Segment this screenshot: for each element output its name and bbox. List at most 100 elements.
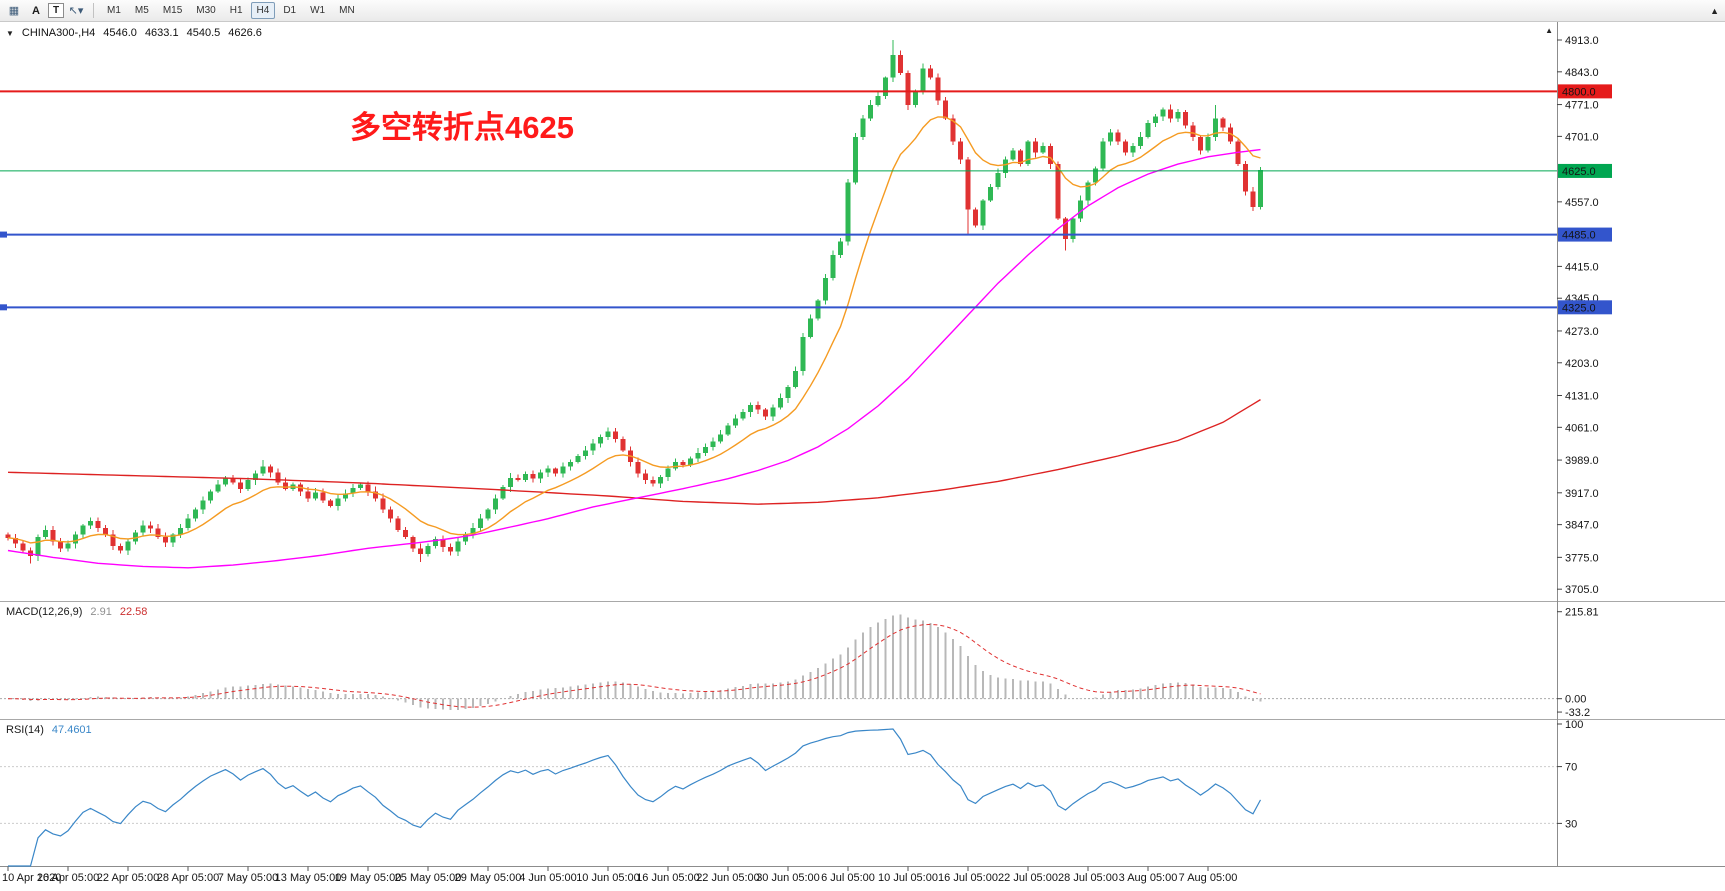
candle-body <box>958 141 963 160</box>
candle-body <box>1243 164 1248 192</box>
candle-body <box>538 472 543 479</box>
timeframe-button-m30[interactable]: M30 <box>196 5 216 16</box>
price-tick-label: 4843.0 <box>1565 67 1599 79</box>
candle-body <box>478 518 483 528</box>
candle-body <box>80 525 86 535</box>
price-tick-label: 3775.0 <box>1565 552 1599 564</box>
candle-body <box>905 73 911 106</box>
candle-body <box>1063 218 1068 240</box>
candle-body <box>1115 132 1121 142</box>
candle-body <box>793 370 798 387</box>
candle-body <box>320 492 326 501</box>
candle-body <box>950 118 956 142</box>
timeframe-button-h1[interactable]: H1 <box>229 5 243 16</box>
candle-body <box>575 455 581 462</box>
candle-body <box>748 405 753 412</box>
candle-body <box>755 405 761 410</box>
candle-body <box>733 418 738 426</box>
candle-body <box>395 518 401 531</box>
candle-body <box>620 439 626 451</box>
candle-body <box>1040 145 1046 153</box>
candle-body <box>110 534 116 546</box>
candle-body <box>568 461 573 467</box>
rsi-tick-label: 70 <box>1565 762 1577 774</box>
candle-body <box>43 530 48 537</box>
candle-body <box>58 541 63 549</box>
date-tick-label: 16 Apr 05:00 <box>37 872 99 884</box>
candle-body <box>425 545 431 555</box>
timeframe-button-m5[interactable]: M5 <box>134 5 149 16</box>
text-tool-icon[interactable]: T <box>48 3 64 18</box>
candle-body <box>740 411 746 419</box>
timeframe-button-m1[interactable]: M1 <box>107 5 121 16</box>
candle-body <box>680 461 686 466</box>
date-tick-label: 6 Jul 05:00 <box>821 872 875 884</box>
candle-body <box>815 300 821 319</box>
level-price-tag-label: 4325.0 <box>1562 302 1596 314</box>
candle-body <box>508 477 513 487</box>
date-tick-label: 30 Jun 05:00 <box>756 872 820 884</box>
candle-body <box>500 486 506 499</box>
candle-body <box>650 480 656 484</box>
candle-body <box>200 500 206 510</box>
candle-body <box>1198 136 1203 151</box>
price-axis[interactable]: 4913.04843.04771.04701.04557.04415.04345… <box>1557 35 1612 596</box>
dock-arrow-icon[interactable]: ▲ <box>1710 5 1719 16</box>
price-tick-label: 4203.0 <box>1565 358 1599 370</box>
price-tick-label: 3917.0 <box>1565 488 1599 500</box>
candle-body <box>1168 109 1173 119</box>
timeframe-button-h4[interactable]: H4 <box>250 2 276 19</box>
macd-signal-line <box>7 623 1261 708</box>
macd-histogram <box>14 614 1262 711</box>
candle-body <box>965 159 971 210</box>
candle-body <box>5 534 11 538</box>
high-value: 4633.1 <box>144 27 179 39</box>
date-tick-label: 25 May 05:00 <box>395 872 462 884</box>
collapse-arrow-icon[interactable]: ▼ <box>6 28 14 38</box>
candle-body <box>485 509 491 519</box>
candle-body <box>133 532 138 542</box>
candle-body <box>928 68 933 78</box>
candle-body <box>838 241 843 256</box>
timeframe-button-w1[interactable]: W1 <box>310 5 326 16</box>
candle-body <box>125 541 131 551</box>
date-tick-label: 4 Jun 05:00 <box>519 872 577 884</box>
candle-body <box>545 468 551 473</box>
date-tick-label: 29 May 05:00 <box>455 872 522 884</box>
candle-body <box>73 534 78 544</box>
candle-body <box>710 441 716 447</box>
candle-body <box>853 136 858 183</box>
rsi-label-text: RSI(14) <box>6 724 44 736</box>
text-annotation[interactable]: 多空转折点4625 <box>350 110 574 145</box>
candle-body <box>380 498 386 510</box>
date-tick-label: 28 Jul 05:00 <box>1058 872 1118 884</box>
candle-body <box>643 473 648 481</box>
scroll-end-icon[interactable]: ▲ <box>1545 26 1553 35</box>
annotation-a-icon[interactable]: A <box>32 4 40 17</box>
candle-body <box>268 466 273 473</box>
candle-body <box>598 436 603 444</box>
candle-body <box>230 477 236 483</box>
cursor-tool-icon[interactable]: ↖▾ <box>68 5 84 17</box>
market-watch-icon[interactable]: ▦ <box>8 5 20 17</box>
timeframe-button-mn[interactable]: MN <box>339 5 355 16</box>
timeframe-button-m15[interactable]: M15 <box>162 5 183 16</box>
level-price-tag <box>1558 227 1612 242</box>
date-tick-label: 16 Jul 05:00 <box>938 872 998 884</box>
candle-body <box>148 525 153 529</box>
macd-main-value: 2.91 <box>90 606 112 618</box>
candle-body <box>1018 150 1023 165</box>
rsi-value: 47.4601 <box>51 724 92 736</box>
candle-body <box>193 509 198 519</box>
price-tick-label: 4913.0 <box>1565 35 1599 47</box>
candle-body <box>365 484 371 492</box>
candle-body <box>1190 125 1196 137</box>
low-value: 4540.5 <box>186 27 221 39</box>
candle-body <box>1175 111 1181 119</box>
candle-body <box>943 100 948 119</box>
candle-body <box>1228 127 1233 142</box>
candle-body <box>770 407 776 417</box>
timeframe-button-d1[interactable]: D1 <box>283 5 297 16</box>
candle-body <box>140 525 146 533</box>
